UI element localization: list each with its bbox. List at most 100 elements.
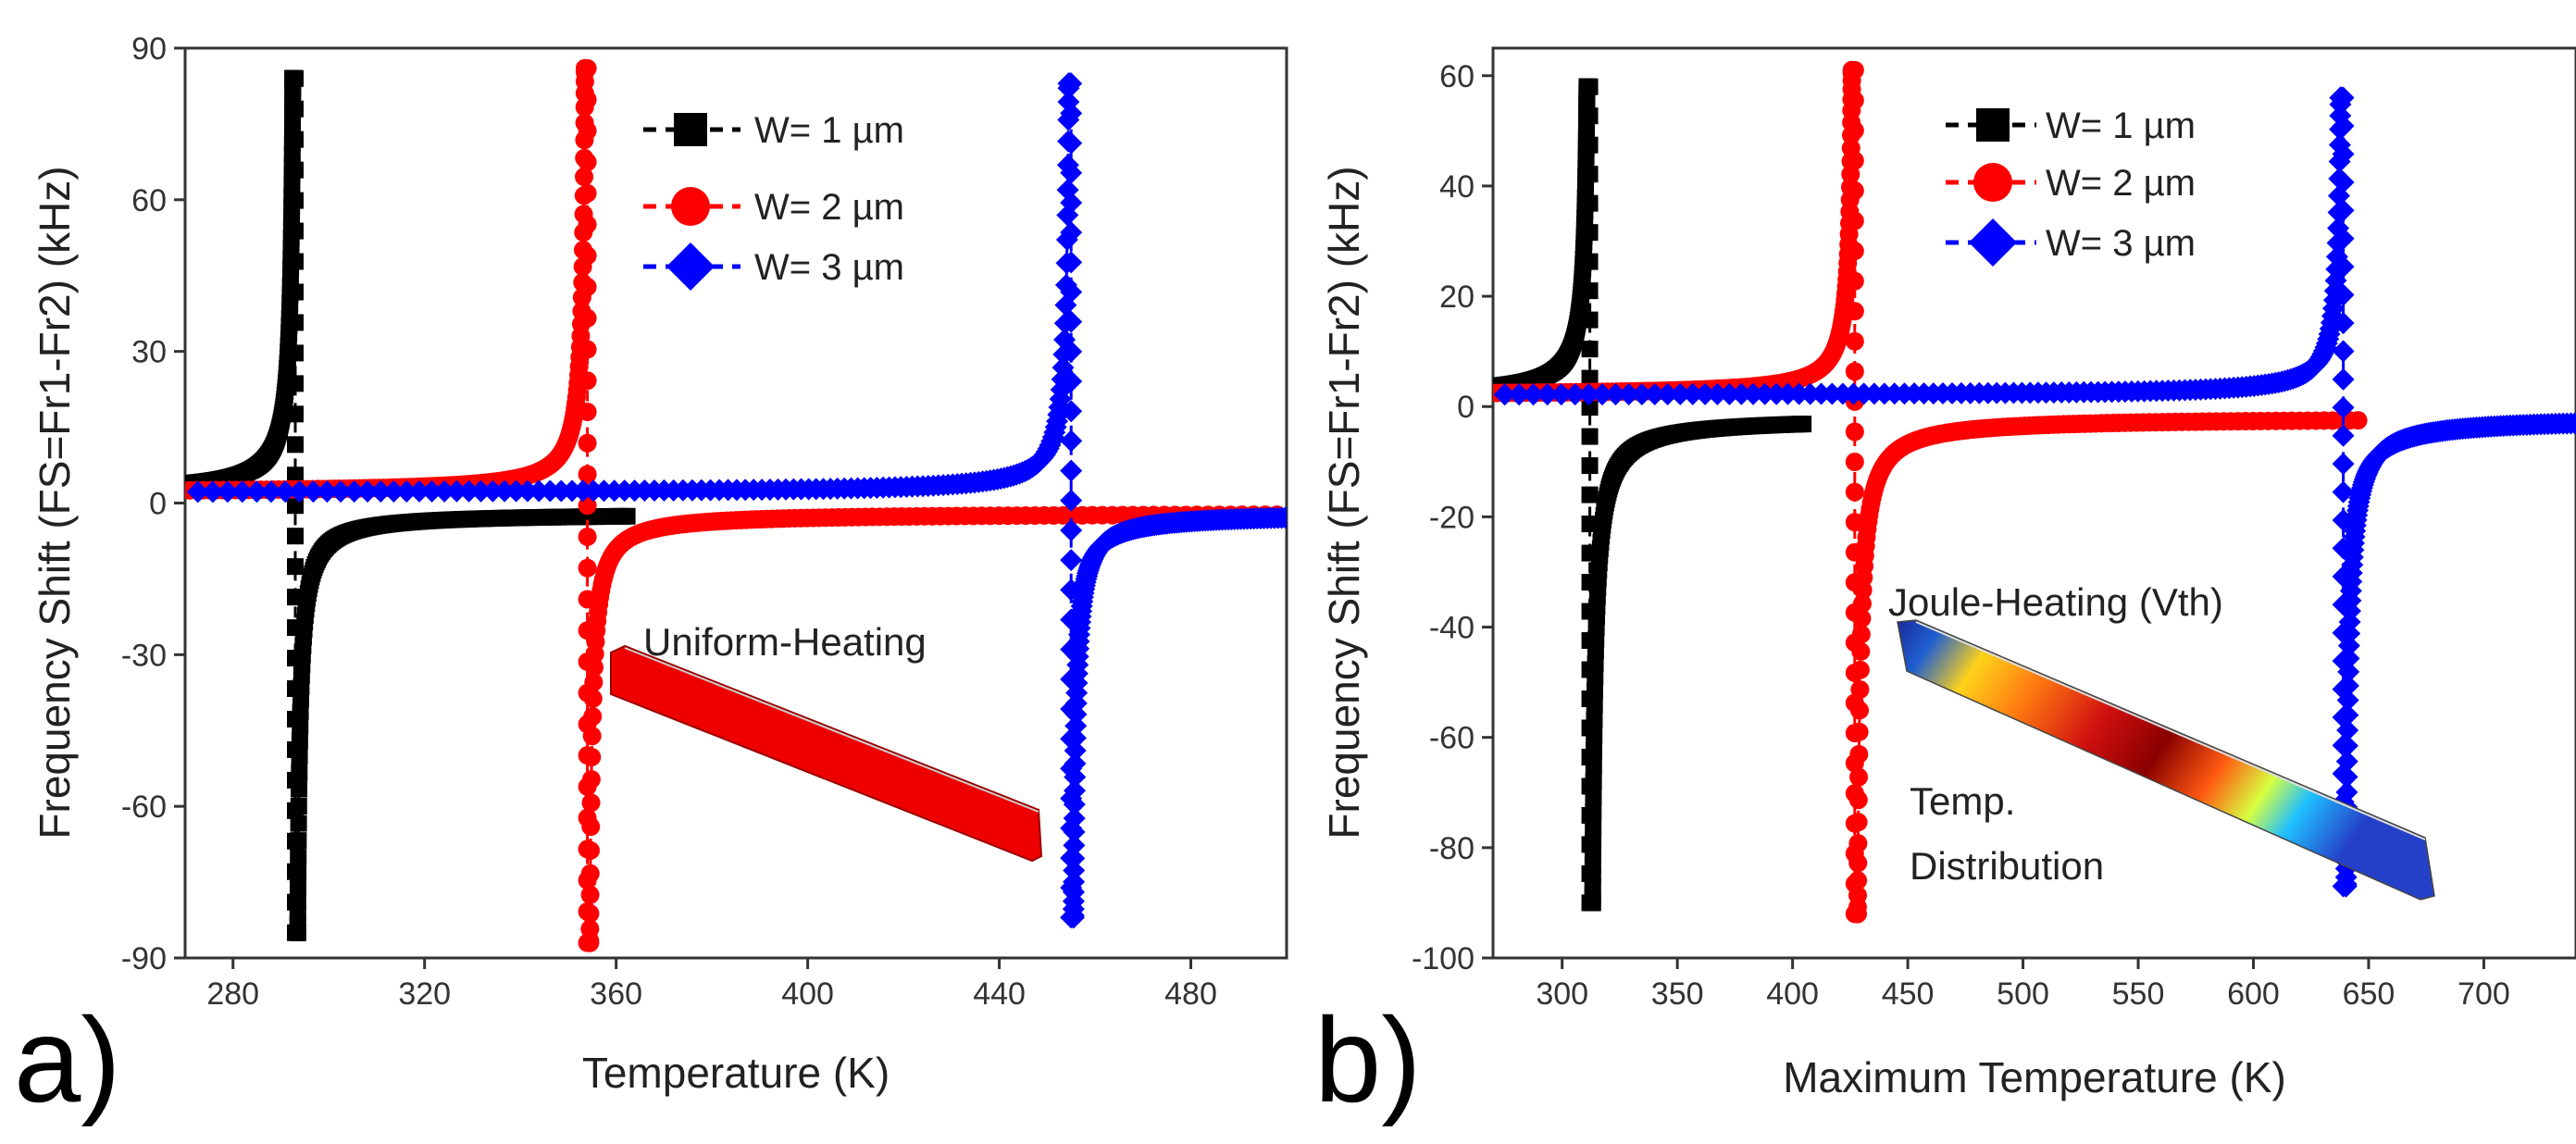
data-point [1643, 382, 1666, 405]
data-point [287, 344, 304, 362]
data-point [1063, 834, 1086, 857]
data-point [578, 308, 597, 328]
data-point [2563, 412, 2576, 435]
data-point [1849, 767, 1869, 787]
data-point [583, 707, 603, 727]
data-point [1585, 788, 1602, 805]
data-point [1845, 302, 1864, 321]
data-point [395, 479, 418, 503]
data-point [1536, 383, 1559, 406]
y-tick-label: -40 [1429, 611, 1475, 646]
data-point [1753, 382, 1776, 405]
data-point [1845, 60, 1864, 80]
data-point [618, 507, 636, 525]
data-point [1706, 382, 1729, 405]
data-point [1795, 416, 1812, 433]
panel-b-y-axis-title: Frequency Shift (FS=Fr1-Fr2) (kHz) [1320, 166, 1368, 839]
data-point [1581, 369, 1599, 387]
panel-b-annotation-temp: Temp. [1910, 779, 2015, 823]
data-point [1848, 853, 1868, 873]
y-tick-label: 0 [149, 487, 167, 522]
x-tick-label: 600 [2227, 976, 2280, 1012]
data-point [259, 480, 282, 504]
x-tick-label: 700 [2458, 976, 2510, 1012]
data-point [1848, 834, 1868, 853]
data-point [1848, 871, 1868, 890]
y-tick-label: 30 [131, 335, 167, 370]
data-point [1585, 757, 1602, 775]
data-point [2337, 660, 2360, 683]
data-point [1845, 211, 1864, 230]
data-point [1586, 696, 1603, 714]
data-point [2332, 86, 2355, 109]
y-tick-label: 40 [1439, 169, 1475, 205]
data-point [1742, 382, 1765, 405]
data-point [578, 246, 597, 266]
series-3 [1493, 86, 2576, 898]
y-tick-label: 60 [1439, 59, 1475, 94]
data-point [578, 215, 597, 234]
data-point [1590, 383, 1613, 406]
data-point [1845, 242, 1864, 261]
data-point [1060, 340, 1083, 363]
data-point [1581, 253, 1599, 270]
data-point [1845, 151, 1864, 170]
data-point [578, 558, 597, 578]
x-tick-label: 480 [1164, 976, 1217, 1012]
data-point [580, 904, 600, 924]
x-tick-label: 300 [1536, 976, 1588, 1012]
data-point [1063, 793, 1086, 816]
data-point [2335, 765, 2358, 789]
data-point [516, 479, 539, 503]
data-point [201, 480, 224, 504]
panel-b-legend-label-1: W= 1 µm [2046, 106, 2196, 146]
data-point [1585, 832, 1602, 850]
panel-a-legend-label-2: W= 2 µm [754, 187, 904, 228]
data-point [1563, 383, 1587, 406]
data-point [2336, 703, 2359, 727]
data-point [245, 480, 268, 504]
data-point [2336, 719, 2359, 742]
data-point [582, 727, 602, 746]
data-point [2332, 480, 2355, 504]
y-tick-label: 20 [1439, 280, 1475, 315]
panel-b-data [1493, 60, 2576, 924]
data-point [287, 314, 304, 331]
data-point [1060, 161, 1083, 184]
data-point [584, 673, 604, 692]
series-3 [186, 72, 1287, 929]
data-point [1851, 625, 1871, 644]
data-point [1581, 224, 1599, 242]
x-tick-label: 320 [398, 976, 451, 1012]
data-point [1581, 399, 1599, 417]
data-point [291, 780, 308, 798]
data-point [287, 283, 304, 301]
y-tick-label: 60 [131, 183, 167, 218]
x-tick-label: 500 [1997, 976, 2049, 1012]
data-point [1587, 655, 1604, 673]
data-point [1850, 660, 1870, 679]
data-point [292, 703, 309, 721]
data-point [290, 814, 307, 832]
data-point [1630, 383, 1653, 406]
data-point [2332, 143, 2355, 166]
data-point [290, 864, 307, 882]
y-tick-label: -30 [121, 638, 167, 673]
data-point [580, 885, 600, 904]
data-point [578, 371, 597, 391]
data-point [1845, 181, 1864, 201]
data-point [581, 817, 601, 837]
x-tick-label: 440 [973, 976, 1026, 1012]
data-point [1849, 744, 1869, 764]
series-line [186, 77, 628, 935]
y-tick-label: 0 [1457, 390, 1475, 425]
data-point [288, 480, 311, 504]
data-point [1656, 382, 1679, 405]
data-point [420, 479, 443, 503]
data-point [2337, 647, 2360, 670]
data-point [528, 479, 551, 503]
data-point [287, 222, 304, 240]
data-point [1064, 727, 1087, 750]
data-point [469, 479, 492, 503]
data-point [291, 732, 308, 750]
